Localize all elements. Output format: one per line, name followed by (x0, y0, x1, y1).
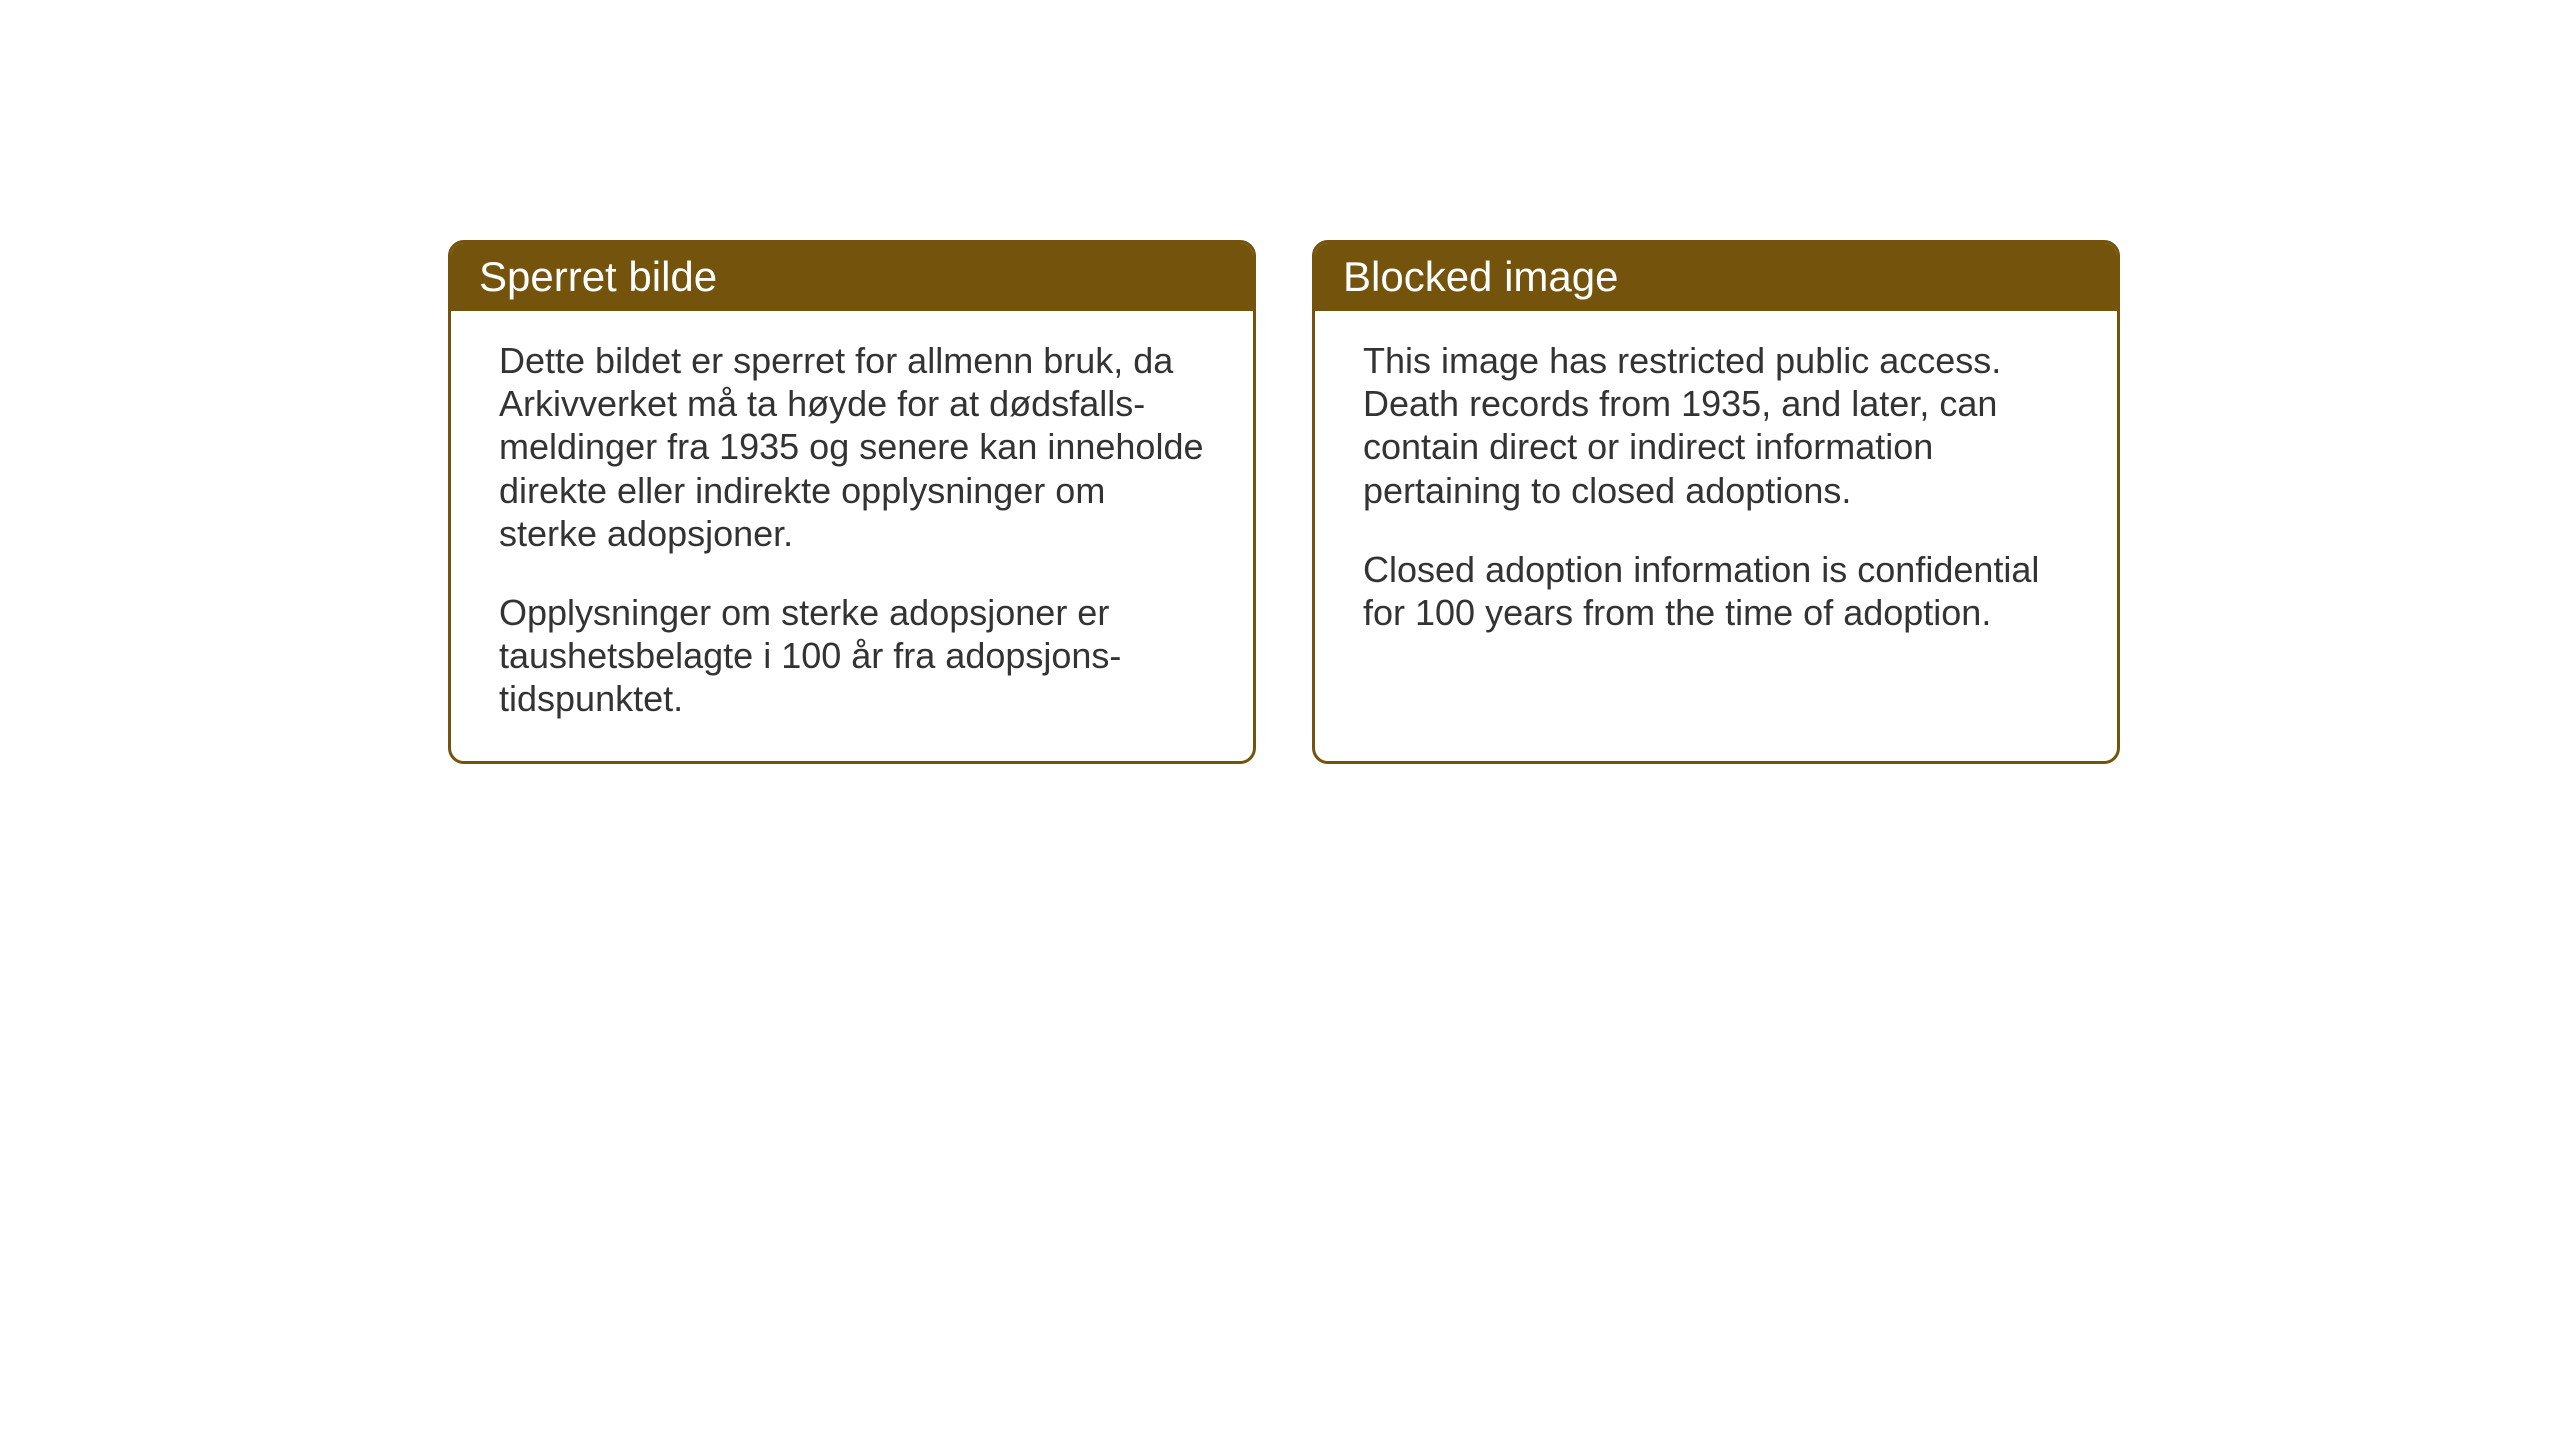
english-card-header: Blocked image (1315, 243, 2117, 311)
card-container: Sperret bilde Dette bildet er sperret fo… (0, 0, 2560, 764)
english-card: Blocked image This image has restricted … (1312, 240, 2120, 764)
english-card-title: Blocked image (1343, 253, 1618, 300)
english-paragraph-1: This image has restricted public access.… (1363, 339, 2069, 512)
norwegian-paragraph-1: Dette bildet er sperret for allmenn bruk… (499, 339, 1205, 555)
norwegian-card: Sperret bilde Dette bildet er sperret fo… (448, 240, 1256, 764)
norwegian-card-body: Dette bildet er sperret for allmenn bruk… (451, 311, 1253, 761)
norwegian-paragraph-2: Opplysninger om sterke adopsjoner er tau… (499, 591, 1205, 721)
english-paragraph-2: Closed adoption information is confident… (1363, 548, 2069, 634)
norwegian-card-title: Sperret bilde (479, 253, 717, 300)
english-card-body: This image has restricted public access.… (1315, 311, 2117, 674)
norwegian-card-header: Sperret bilde (451, 243, 1253, 311)
